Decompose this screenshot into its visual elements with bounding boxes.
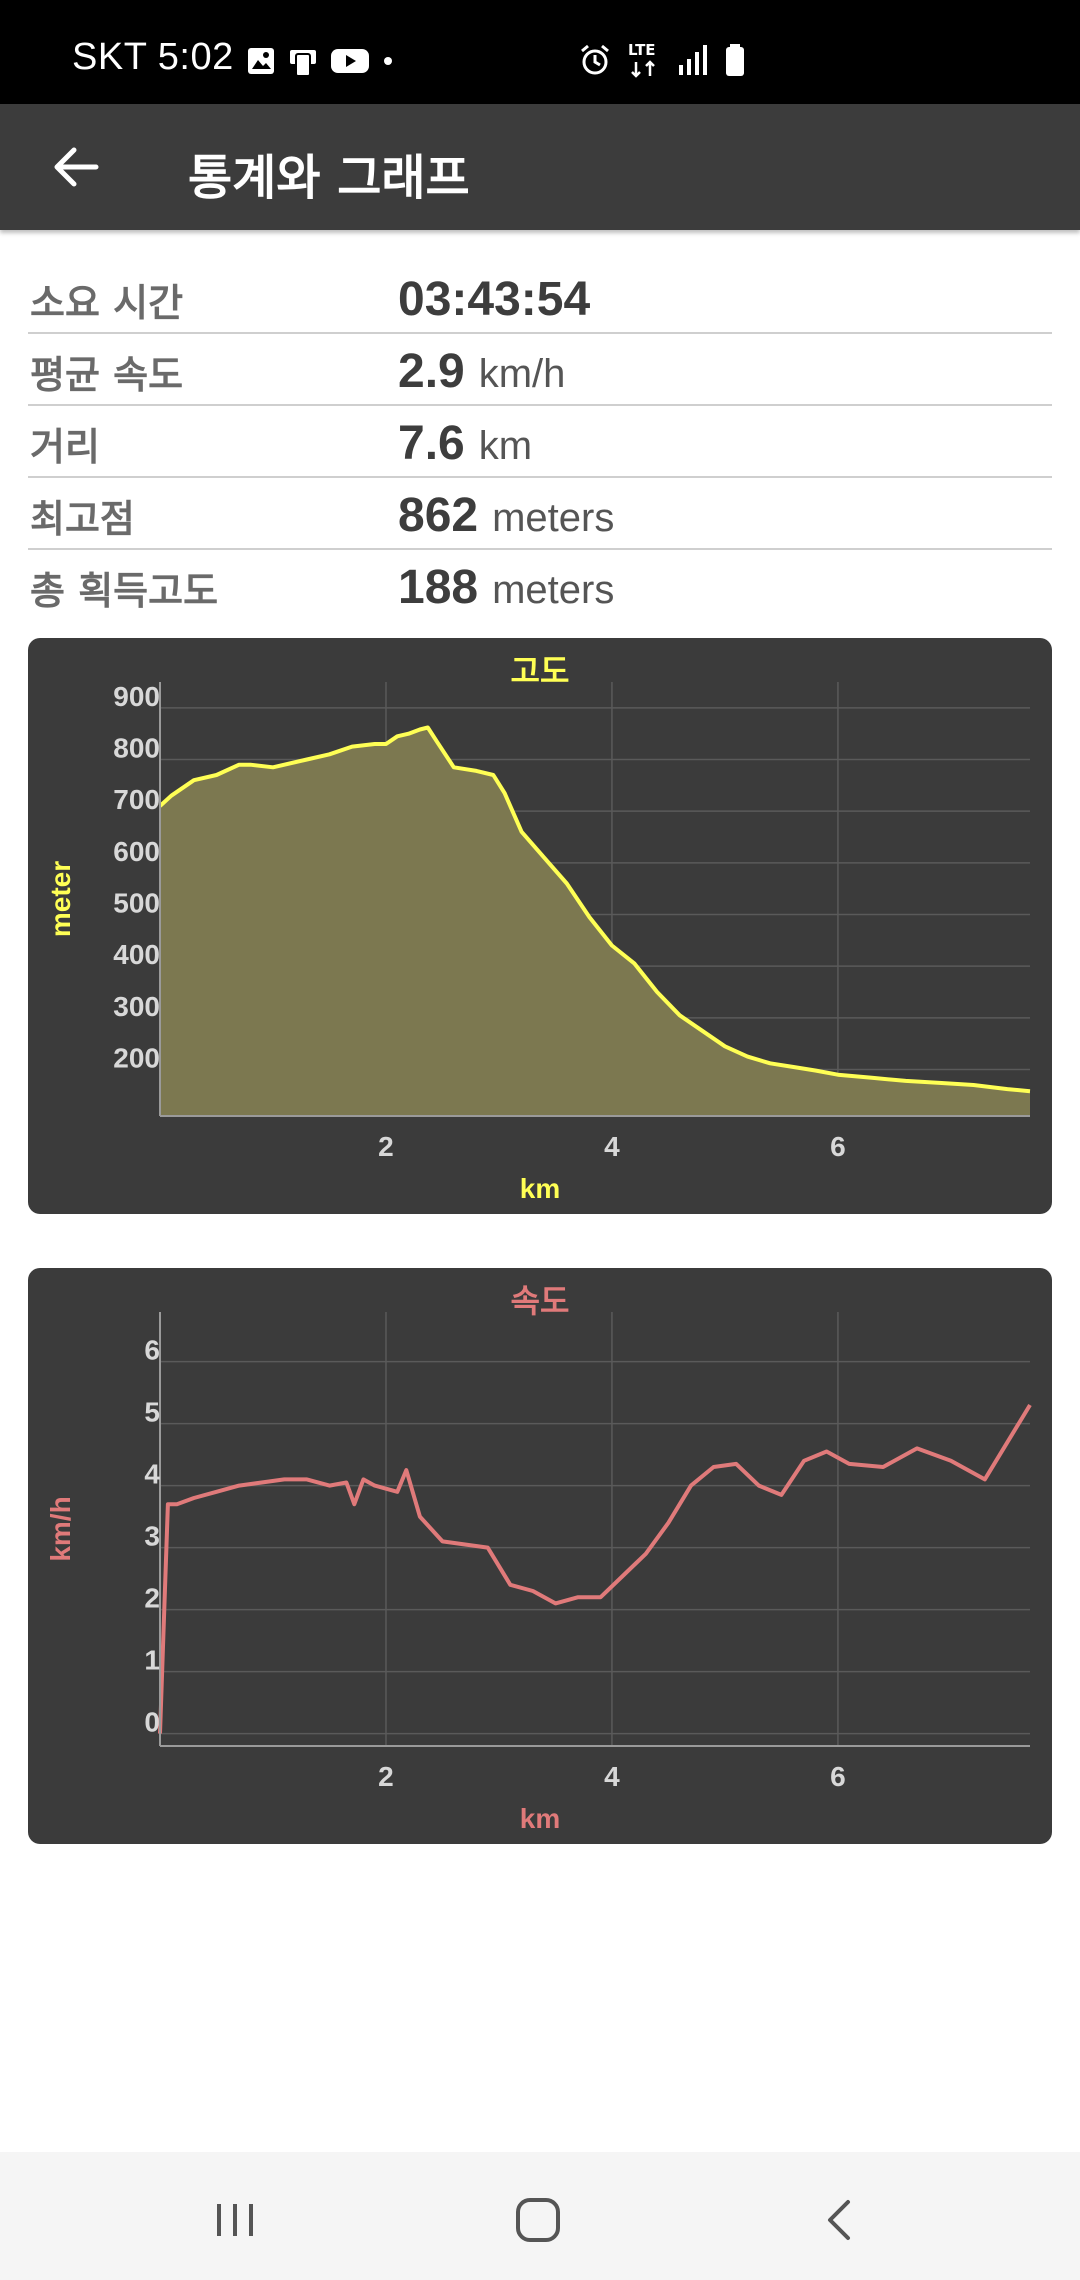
signal-icon [679,45,707,75]
navigation-bar [0,2152,1080,2280]
stat-value: 862 meters [398,489,615,542]
svg-text:LTE: LTE [628,41,656,59]
stat-row-avg-speed: 평균 속도 2.9 km/h [28,334,1052,406]
alarm-icon [581,44,609,75]
stat-row-distance: 거리 7.6 km [28,406,1052,478]
y-tick-label: 600 [113,836,160,867]
status-time: SKT 5:02 [72,36,234,78]
elevation-chart: 200 300 400 500 600 700 800 900 2 4 6 고도 km meter [45,652,1031,1204]
stat-value: 2.9 km/h [398,345,566,398]
stat-value: 188 meters [398,561,615,614]
stat-label: 최고점 [30,497,135,541]
y-axis-label: meter [45,861,76,937]
speed-chart-card: 0 1 2 3 4 5 6 2 4 6 속도 km km/h [28,1268,1052,1844]
x-tick-label: 2 [378,1761,394,1792]
dot-icon [384,57,392,65]
stat-row-highest-point: 최고점 862 meters [28,478,1052,550]
y-tick-label: 5 [144,1397,160,1428]
y-axis-label: km/h [45,1496,76,1561]
speed-chart: 0 1 2 3 4 5 6 2 4 6 속도 km km/h [45,1282,1032,1834]
y-tick-label: 900 [113,681,160,712]
stat-unit: meters [492,568,615,612]
phone-status-icon [290,50,316,77]
app-bar: 통계와 그래프 [0,104,1080,230]
stat-label: 총 획득고도 [30,569,219,613]
chart-title: 속도 [511,1282,570,1320]
y-tick-label: 300 [113,991,160,1022]
status-icons-left [246,44,396,78]
x-tick-label: 6 [830,1761,846,1792]
status-bar: SKT 5:02 LTE [0,0,1080,104]
recent-apps-icon[interactable] [205,2190,265,2250]
page-title: 통계와 그래프 [188,150,470,206]
y-tick-label: 4 [144,1459,160,1490]
gallery-icon [248,48,274,74]
stat-label: 평균 속도 [30,353,184,397]
x-tick-label: 6 [830,1131,846,1162]
x-axis-label: km [520,1173,560,1204]
y-tick-label: 2 [144,1583,160,1614]
stat-unit: meters [492,496,615,540]
y-tick-label: 0 [144,1707,160,1738]
y-tick-label: 1 [144,1645,160,1676]
y-tick-label: 6 [144,1335,160,1366]
chart-title: 고도 [511,652,570,690]
stats-table: 소요 시간 03:43:54 평균 속도 2.9 km/h 거리 7.6 km 최고… [28,262,1052,620]
stat-unit: km [478,424,533,468]
y-tick-label: 400 [113,939,160,970]
y-tick-label: 800 [113,733,160,764]
x-tick-label: 2 [378,1131,394,1162]
x-tick-label: 4 [604,1131,620,1162]
y-tick-label: 3 [144,1521,160,1552]
elevation-chart-card: 200 300 400 500 600 700 800 900 2 4 6 고도 km meter [28,638,1052,1214]
stat-row-total-ascent: 총 획득고도 188 meters [28,550,1052,620]
series-line [158,725,1031,1094]
y-tick-label: 500 [113,888,160,919]
stat-value: 03:43:54 [398,273,591,326]
stat-label: 거리 [30,425,100,469]
lte-icon: LTE [628,41,656,78]
arrow-back-icon[interactable] [44,134,110,200]
stat-value: 7.6 km [398,417,533,470]
x-tick-label: 4 [604,1761,620,1792]
y-tick-label: 200 [113,1043,160,1074]
home-icon[interactable] [508,2190,568,2250]
stat-row-duration: 소요 시간 03:43:54 [28,262,1052,334]
status-icons-right: LTE [578,40,746,80]
battery-icon [726,44,744,76]
series-line [158,1403,1032,1734]
back-icon[interactable] [810,2190,870,2250]
stat-label: 소요 시간 [30,281,184,325]
x-axis-label: km [520,1803,560,1834]
y-tick-label: 700 [113,784,160,815]
stat-unit: km/h [478,352,566,396]
youtube-icon [331,49,369,73]
area-fill [160,727,1030,1116]
